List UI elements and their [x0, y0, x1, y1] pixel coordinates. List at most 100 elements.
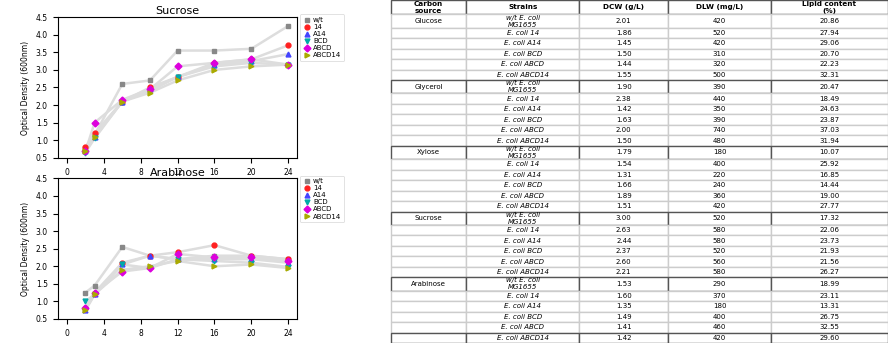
BCD: [90, 137, 100, 141]
A14: [172, 75, 183, 79]
Title: Sucrose: Sucrose: [155, 7, 200, 16]
w/t: [283, 24, 294, 28]
ABCD14: [283, 62, 294, 67]
BCD: [283, 62, 294, 67]
w/t: [145, 78, 155, 82]
Line: ABCD14: ABCD14: [83, 62, 290, 153]
14: [283, 257, 294, 261]
BCD: [117, 99, 128, 104]
BCD: [246, 261, 257, 265]
ABCD14: [117, 268, 128, 272]
BCD: [246, 61, 257, 65]
ABCD14: [80, 149, 91, 153]
w/t: [172, 257, 183, 261]
14: [145, 85, 155, 90]
A14: [246, 257, 257, 261]
ABCD14: [145, 91, 155, 95]
Line: w/t: w/t: [83, 245, 290, 295]
A14: [210, 257, 220, 261]
A14: [145, 87, 155, 91]
w/t: [172, 48, 183, 52]
w/t: [246, 254, 257, 258]
14: [117, 261, 128, 265]
ABCD: [117, 270, 128, 274]
ABCD14: [90, 292, 100, 296]
Line: 14: 14: [83, 243, 290, 311]
BCD: [172, 257, 183, 261]
A14: [210, 62, 220, 67]
BCD: [210, 259, 220, 263]
ABCD14: [246, 64, 257, 69]
w/t: [210, 254, 220, 258]
A14: [80, 308, 91, 312]
Line: BCD: BCD: [83, 60, 290, 155]
ABCD: [246, 256, 257, 260]
14: [246, 254, 257, 258]
Line: BCD: BCD: [83, 257, 290, 304]
BCD: [172, 75, 183, 79]
A14: [80, 149, 91, 153]
Line: A14: A14: [83, 52, 290, 153]
A14: [283, 52, 294, 56]
w/t: [210, 48, 220, 52]
BCD: [80, 151, 91, 155]
w/t: [90, 133, 100, 137]
ABCD14: [145, 264, 155, 268]
BCD: [283, 265, 294, 269]
ABCD: [283, 62, 294, 67]
ABCD: [246, 57, 257, 61]
ABCD: [145, 266, 155, 270]
BCD: [117, 262, 128, 267]
Legend: w/t, 14, A14, BCD, ABCD, ABCD14: w/t, 14, A14, BCD, ABCD, ABCD14: [300, 176, 344, 222]
14: [172, 75, 183, 79]
Line: ABCD14: ABCD14: [83, 259, 290, 312]
14: [145, 254, 155, 258]
A14: [117, 262, 128, 267]
ABCD: [210, 61, 220, 65]
BCD: [90, 292, 100, 296]
Line: ABCD: ABCD: [83, 251, 290, 311]
w/t: [145, 254, 155, 258]
14: [210, 61, 220, 65]
14: [117, 99, 128, 104]
14: [210, 243, 220, 247]
Legend: w/t, 14, A14, BCD, ABCD, ABCD14: w/t, 14, A14, BCD, ABCD, ABCD14: [300, 14, 344, 61]
ABCD14: [172, 78, 183, 82]
A14: [172, 257, 183, 261]
ABCD14: [80, 308, 91, 312]
Line: ABCD: ABCD: [83, 57, 290, 154]
w/t: [283, 257, 294, 261]
A14: [283, 261, 294, 265]
A14: [246, 59, 257, 63]
Title: Arabinose: Arabinose: [150, 168, 205, 178]
14: [80, 306, 91, 310]
BCD: [80, 299, 91, 304]
w/t: [246, 47, 257, 51]
ABCD: [117, 98, 128, 102]
ABCD14: [283, 266, 294, 270]
w/t: [80, 291, 91, 295]
Line: w/t: w/t: [83, 24, 290, 151]
A14: [90, 292, 100, 296]
ABCD: [90, 121, 100, 125]
14: [283, 43, 294, 47]
14: [90, 291, 100, 295]
14: [172, 250, 183, 254]
A14: [90, 134, 100, 139]
ABCD: [283, 259, 294, 263]
BCD: [145, 89, 155, 93]
ABCD14: [210, 68, 220, 72]
14: [90, 131, 100, 135]
A14: [117, 99, 128, 104]
ABCD: [210, 256, 220, 260]
Line: 14: 14: [83, 43, 290, 150]
Y-axis label: Optical Density (600nm): Optical Density (600nm): [21, 202, 30, 296]
A14: [145, 254, 155, 258]
w/t: [117, 245, 128, 249]
14: [246, 57, 257, 61]
Y-axis label: Optical Density (600nm): Optical Density (600nm): [21, 40, 30, 134]
BCD: [210, 64, 220, 69]
ABCD: [80, 150, 91, 154]
BCD: [145, 266, 155, 270]
ABCD: [172, 252, 183, 256]
